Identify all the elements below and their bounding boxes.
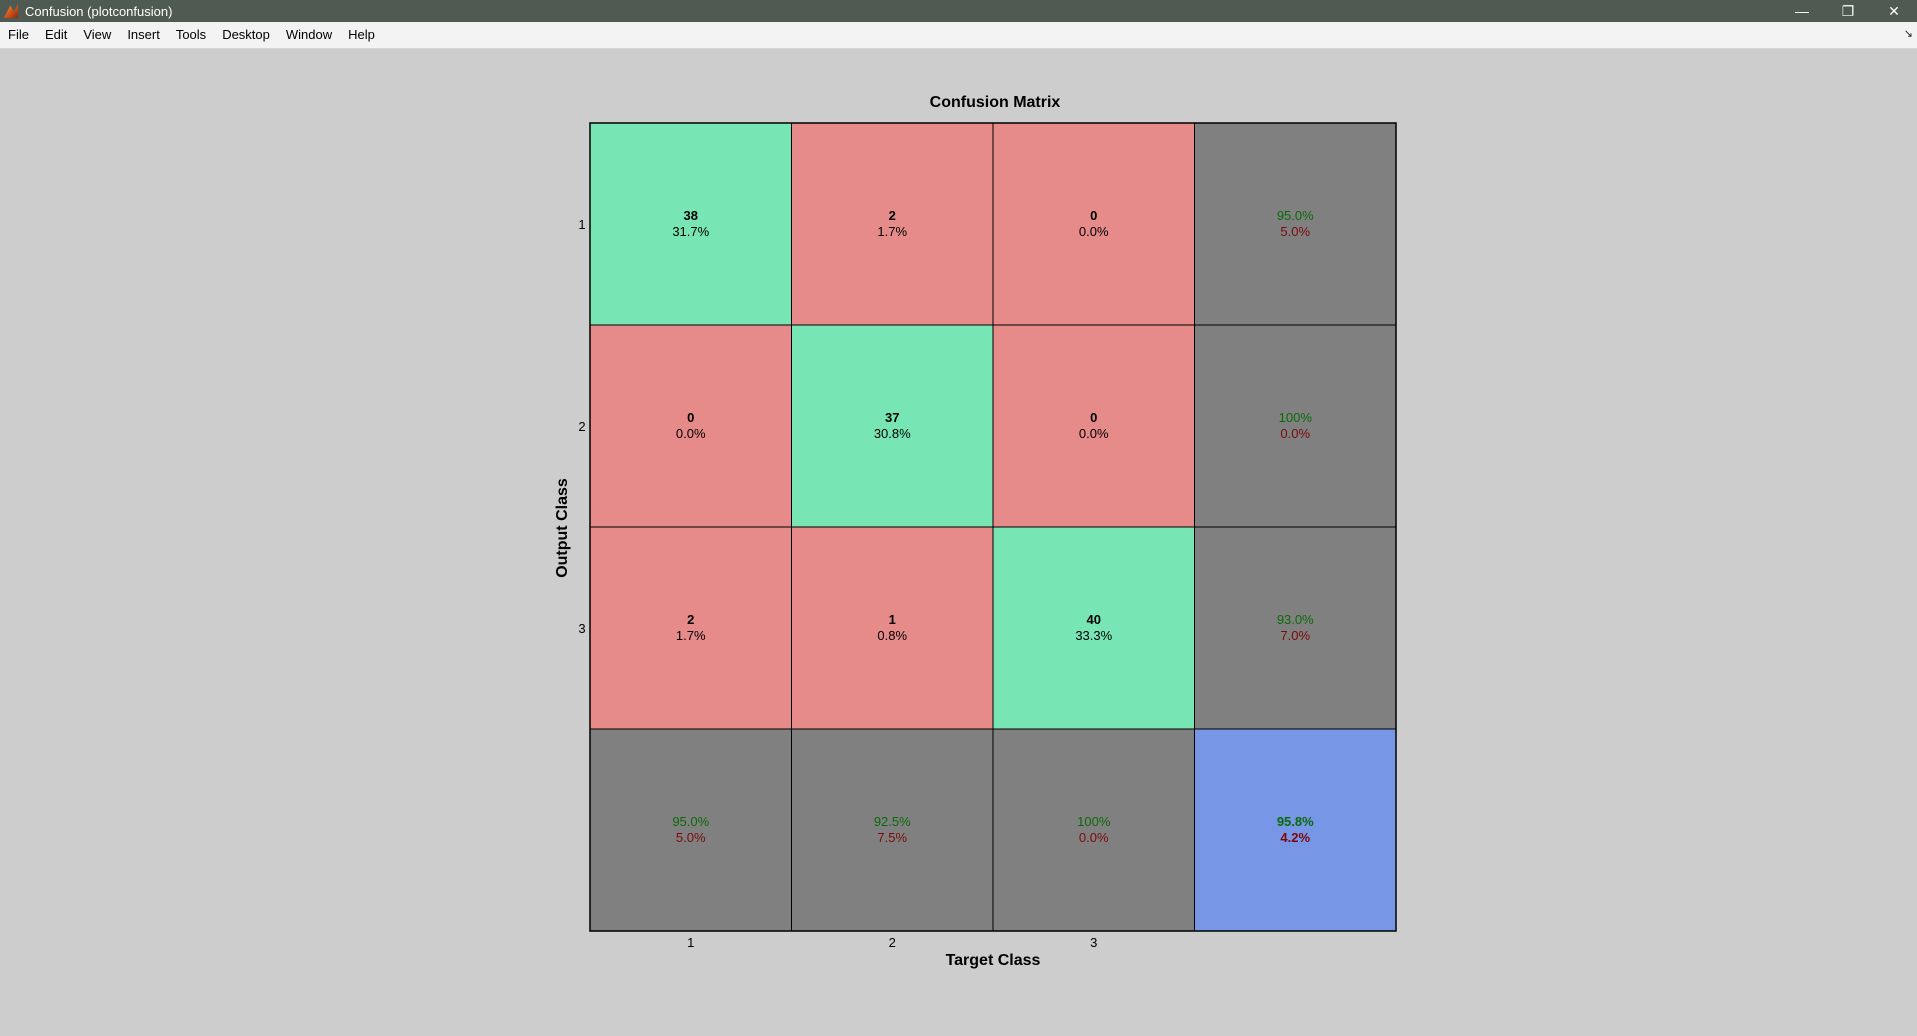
row-summary-error: 0.0% [1280, 426, 1310, 441]
title-bar: Confusion (plotconfusion) — ❐ ✕ [0, 0, 1917, 22]
matrix-cell [791, 122, 994, 326]
cell-percent: 0.0% [676, 426, 706, 441]
column-summary-cell [589, 728, 792, 932]
cell-percent: 33.3% [1075, 628, 1112, 643]
window-title: Confusion (plotconfusion) [25, 3, 173, 19]
menu-desktop[interactable]: Desktop [222, 27, 270, 42]
chart-title: Confusion Matrix [930, 94, 1061, 111]
x-axis-label: Target Class [946, 952, 1041, 969]
dock-arrow-icon[interactable]: ↘ [1903, 28, 1913, 40]
overall-error: 4.2% [1280, 830, 1310, 845]
menu-tools[interactable]: Tools [175, 27, 207, 42]
matrix-cell [589, 324, 792, 528]
cell-percent: 1.7% [877, 224, 907, 239]
cell-percent: 30.8% [874, 426, 911, 441]
cell-count: 2 [889, 208, 896, 223]
close-button[interactable]: ✕ [1871, 0, 1917, 22]
column-summary-correct: 92.5% [874, 814, 911, 829]
matlab-logo-icon [4, 4, 18, 18]
menu-file[interactable]: File [8, 27, 29, 42]
matrix-cell [791, 324, 994, 528]
column-summary-error: 5.0% [676, 830, 706, 845]
row-summary-cell [1194, 324, 1397, 528]
row-summary-cell [1194, 526, 1397, 730]
row-summary-correct: 93.0% [1277, 612, 1314, 627]
column-summary-cell [791, 728, 994, 932]
row-summary-error: 5.0% [1280, 224, 1310, 239]
y-tick-label: 1 [578, 217, 585, 232]
menu-edit[interactable]: Edit [44, 27, 68, 42]
window-controls: — ❐ ✕ [1779, 0, 1917, 22]
row-summary-correct: 100% [1279, 410, 1313, 425]
close-icon: ✕ [1888, 2, 1900, 19]
column-summary-error: 0.0% [1079, 830, 1109, 845]
menu-bar: File Edit View Insert Tools Desktop Wind… [0, 22, 1917, 49]
row-summary-error: 7.0% [1280, 628, 1310, 643]
cell-percent: 31.7% [672, 224, 709, 239]
column-summary-cell [992, 728, 1195, 932]
y-tick-label: 3 [578, 621, 585, 636]
restore-icon: ❐ [1841, 2, 1855, 19]
y-tick-label: 2 [578, 419, 585, 434]
figure-canvas: Confusion Matrix Target Class Output Cla… [0, 49, 1917, 1036]
maximize-button[interactable]: ❐ [1825, 0, 1871, 22]
column-summary-error: 7.5% [877, 830, 907, 845]
cell-count: 2 [687, 612, 694, 627]
x-tick-label: 1 [687, 935, 694, 950]
cell-count: 40 [1087, 612, 1101, 627]
cell-percent: 0.0% [1079, 224, 1109, 239]
column-summary-correct: 95.0% [672, 814, 709, 829]
confusion-matrix-plot: Confusion Matrix Target Class Output Cla… [554, 94, 1397, 969]
minimize-icon: — [1795, 3, 1809, 19]
menu-help[interactable]: Help [348, 27, 375, 42]
cell-count: 38 [684, 208, 698, 223]
cell-count: 0 [1090, 208, 1097, 223]
matrix-cell [791, 526, 994, 730]
matrix-cell [992, 324, 1195, 528]
row-summary-correct: 95.0% [1277, 208, 1314, 223]
matrix-cell [589, 122, 792, 326]
menu-view[interactable]: View [83, 27, 112, 42]
plot-border [589, 122, 1397, 932]
x-tick-label: 3 [1090, 935, 1097, 950]
cell-count: 0 [687, 410, 694, 425]
cell-percent: 0.0% [1079, 426, 1109, 441]
menu-window[interactable]: Window [285, 27, 333, 42]
x-tick-label: 2 [889, 935, 896, 950]
cell-count: 0 [1090, 410, 1097, 425]
cell-percent: 1.7% [676, 628, 706, 643]
overall-cell [1194, 728, 1397, 932]
menu-insert[interactable]: Insert [127, 27, 160, 42]
column-summary-correct: 100% [1077, 814, 1111, 829]
overall-correct: 95.8% [1277, 814, 1314, 829]
cell-count: 1 [889, 612, 896, 627]
minimize-button[interactable]: — [1779, 0, 1825, 22]
cell-percent: 0.8% [877, 628, 907, 643]
y-axis-label: Output Class [554, 478, 571, 578]
cell-count: 37 [885, 410, 899, 425]
row-summary-cell [1194, 122, 1397, 326]
